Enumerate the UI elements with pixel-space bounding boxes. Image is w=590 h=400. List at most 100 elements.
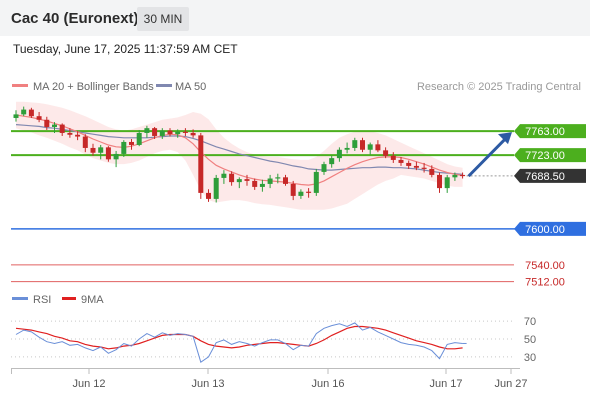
candle [329,155,335,168]
price-levels [11,130,586,283]
level-tag-7600.00[interactable]: 7600.00 [514,221,586,236]
candle-body [352,140,358,148]
candle-body [198,135,204,193]
level-label-7600.00: 7600.00 [525,224,565,236]
candle-body [259,183,265,187]
x-tick-label: Jun 27 [494,378,527,390]
level-tag-bg [514,124,586,139]
candle [229,171,235,186]
candle-body [182,131,188,133]
candle-body [113,153,119,160]
candle-body [105,147,111,160]
level-label-7763.00: 7763.00 [525,126,565,138]
candle [159,128,165,139]
candle-body [398,159,404,163]
level-tag-7763.00[interactable]: 7763.00 [514,124,586,139]
candle-body [452,174,458,178]
forecast-arrow-shaft [467,137,508,178]
level-tag-bg [514,221,586,236]
candle-body [429,168,435,175]
level-tag-7688.50[interactable]: 7688.50 [514,168,586,183]
candle-body [444,177,450,189]
candle [182,128,188,136]
rsi-tick-label: 30 [524,352,536,364]
candle-body [306,191,312,193]
candle [390,152,396,163]
x-tick-label: Jun 13 [191,378,224,390]
candle-body [460,174,466,177]
candle [113,150,119,168]
candle [175,129,181,138]
x-axis-ticks: Jun 12 Jun 13 Jun 16 Jun 17 Jun 27 [72,368,528,390]
instrument-title: Cac 40 (Euronext) [11,10,139,27]
candlesticks [13,106,466,203]
candle-body [159,130,165,136]
ma50-legend-label: MA 50 [175,81,206,93]
chart-datetime: Tuesday, June 17, 2025 11:37:59 AM CET [13,42,238,56]
candle-body [67,132,73,135]
candle-body [75,134,81,137]
candle [213,174,219,203]
rsi-panel: 70 50 30 [11,316,536,364]
x-tick-label: Jun 16 [311,378,344,390]
rsi-ma-line [15,325,463,350]
level-label-7723.00: 7723.00 [525,150,565,162]
ma20-legend-swatch [12,84,28,87]
candle [421,162,427,173]
candle [283,174,288,186]
level-tag-7723.00[interactable]: 7723.00 [514,148,586,163]
ma50-legend-swatch [156,84,172,87]
candle-body [213,177,219,199]
candle [121,140,127,157]
candle [198,132,204,199]
candle [28,107,34,118]
candle [444,174,450,193]
rsi-tick-label: 70 [524,316,536,328]
candle [21,106,27,117]
candle [437,172,442,193]
candle-body [229,173,235,183]
candle-body [144,128,150,133]
candle-body [413,165,419,168]
candle [398,156,404,166]
candle-body [28,109,34,117]
rsi-tick-label: 50 [524,334,536,346]
candle [152,126,158,139]
forecast-arrow-head [498,132,512,145]
candle-body [121,141,127,154]
candle-body [437,174,442,189]
candle-body [175,131,181,135]
candle [413,161,419,171]
candle [13,110,19,122]
candle-body [313,171,319,193]
candle [313,168,319,196]
level-labels[interactable]: 7763.00 7723.00 7688.50 7600.00 7540.00 7512.… [514,124,586,289]
ma50-line [15,124,463,175]
candle [360,137,365,153]
candle [244,174,250,186]
candle-body [421,167,427,169]
candle-body [252,180,258,187]
ma20-line [15,114,463,186]
level-label-7540.00: 7540.00 [525,260,565,272]
candle-body [298,191,304,196]
candle [383,147,389,159]
candle [321,161,327,175]
candle-body [98,147,104,153]
candle-body [329,158,335,165]
candle [90,143,96,156]
candle [306,188,312,198]
candle [298,189,304,199]
candle-body [375,144,381,151]
timeframe-button[interactable]: 30 MIN [137,7,189,31]
candle-body [283,177,288,184]
candle-body [383,150,389,156]
candle [352,137,358,151]
candle [290,180,296,201]
candle [36,111,42,123]
candle-body [406,162,412,166]
candle [221,170,227,184]
candle-body [82,136,88,148]
x-tick-label: Jun 17 [429,378,462,390]
candle-body [390,155,396,160]
